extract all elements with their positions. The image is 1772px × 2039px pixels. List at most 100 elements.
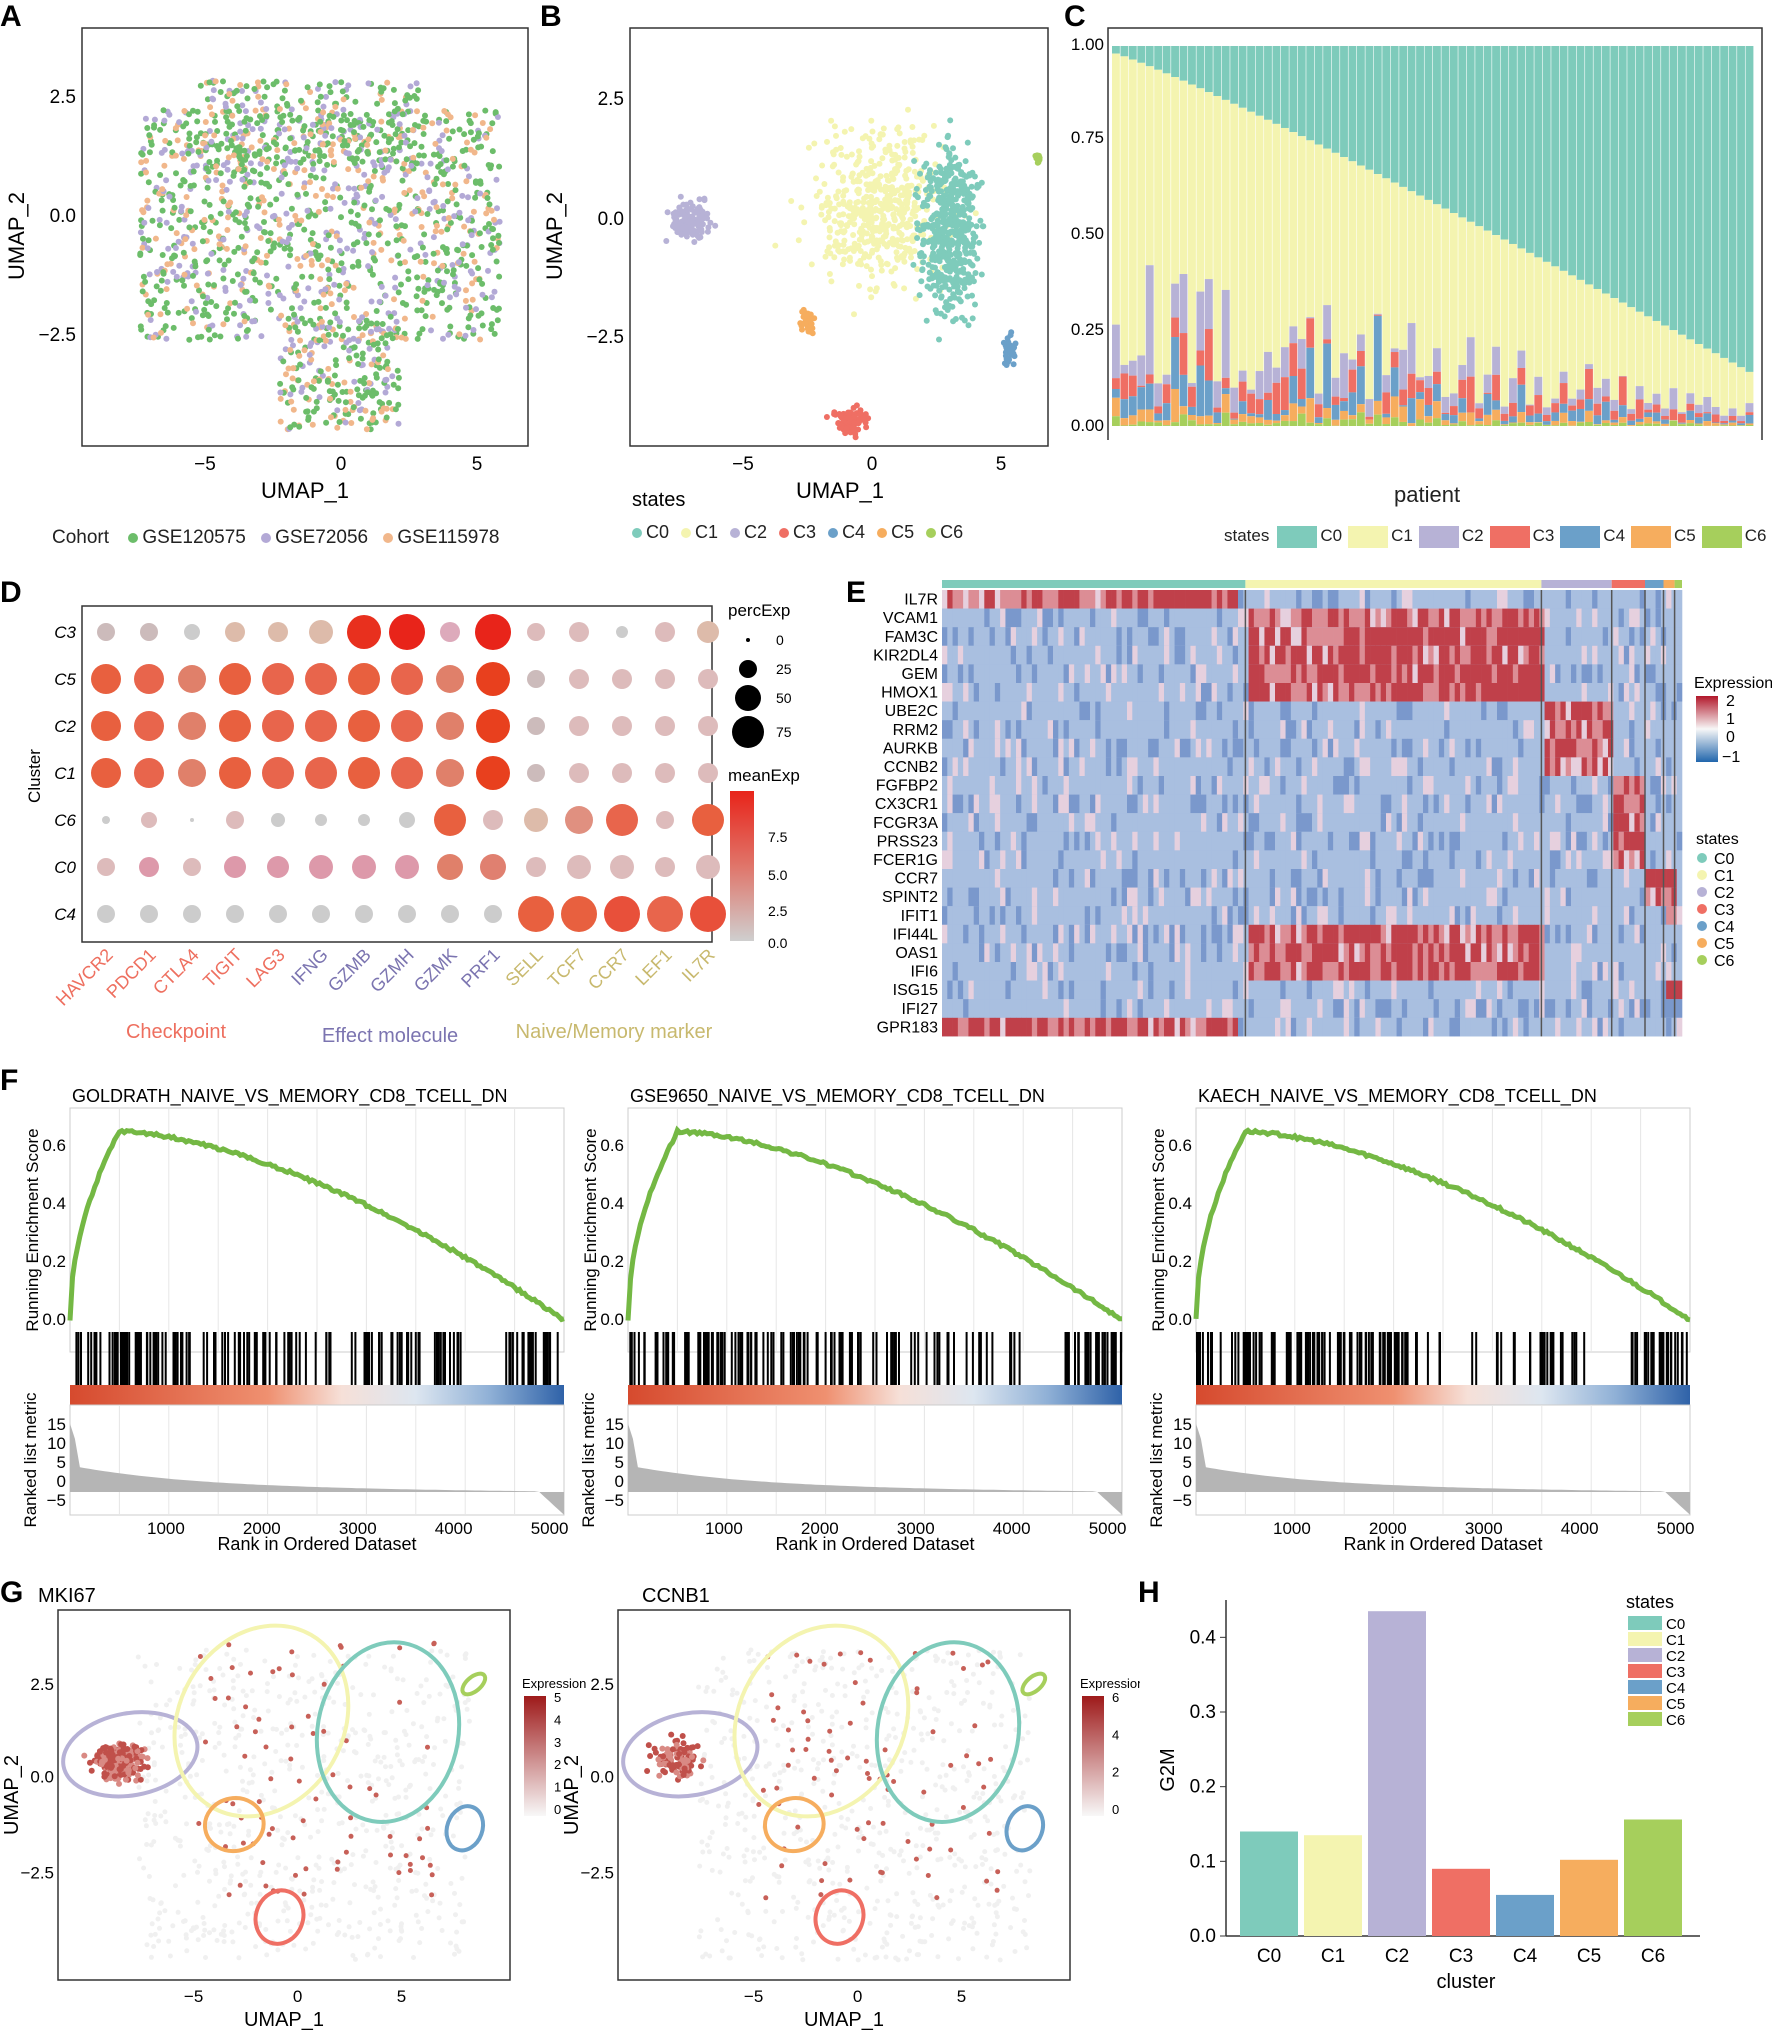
umap-point <box>186 136 192 142</box>
stacked-bar-segment <box>1137 410 1145 422</box>
heat-cell <box>1058 590 1064 609</box>
umap-point <box>207 229 213 235</box>
umap-point <box>287 246 293 252</box>
heat-cell <box>1106 609 1112 628</box>
stacked-bar-segment <box>1492 347 1500 375</box>
umap-point <box>382 156 388 162</box>
heat-cell <box>1634 720 1640 739</box>
dot-C6-TIGIT <box>226 811 244 829</box>
umap-point <box>194 283 200 289</box>
heat-cell <box>1175 590 1181 609</box>
heat-cell <box>1492 739 1498 758</box>
heat-cell <box>1254 739 1260 758</box>
stacked-bar-segment <box>1610 46 1618 298</box>
umap-point <box>213 163 219 169</box>
panel-a-yticks: 2.5 0.0 −2.5 <box>38 87 76 346</box>
stacked-bar-segment <box>1712 423 1720 425</box>
heat-cell <box>1634 590 1640 609</box>
heat-cell <box>1095 646 1101 665</box>
heat-cell <box>1677 646 1683 665</box>
heat-cell <box>1455 739 1461 758</box>
umap-point <box>259 194 265 200</box>
stacked-bar-segment <box>1560 404 1568 413</box>
umap-point <box>239 102 245 108</box>
stacked-bar-segment <box>1729 421 1737 423</box>
heat-cell <box>995 646 1001 665</box>
umap-point <box>927 193 933 199</box>
heat-cell <box>1555 702 1561 721</box>
stacked-bar-segment <box>1222 378 1230 388</box>
umap-point <box>948 229 954 235</box>
umap-point <box>452 284 458 290</box>
heat-cell <box>947 646 953 665</box>
umap-point <box>838 413 844 419</box>
umap-point <box>384 168 390 174</box>
umap-point <box>321 292 327 298</box>
umap-point <box>325 366 331 372</box>
umap-point <box>470 297 476 303</box>
stacked-bar-segment <box>1382 46 1390 178</box>
heat-cell <box>1444 683 1450 702</box>
heat-cell <box>1381 609 1387 628</box>
heat-cell <box>995 664 1001 683</box>
legend-swatch <box>1490 526 1530 548</box>
heat-cell <box>1286 646 1292 665</box>
stacked-bar-segment <box>1602 423 1610 426</box>
heat-cell <box>1259 739 1265 758</box>
heat-cell <box>1085 664 1091 683</box>
heat-cell <box>1434 590 1440 609</box>
size-legend-dot <box>732 716 764 748</box>
heat-cell <box>1180 720 1186 739</box>
umap-point <box>298 218 304 224</box>
umap-point <box>301 156 307 162</box>
umap-point <box>152 117 158 123</box>
umap-point <box>148 317 154 323</box>
heat-cell <box>1201 646 1207 665</box>
stacked-bar-segment <box>1703 349 1711 397</box>
umap-point <box>383 206 389 212</box>
stacked-bar-segment <box>1678 335 1686 412</box>
heat-cell <box>1471 720 1477 739</box>
dot-C0-LAG3 <box>267 856 289 878</box>
heat-cell <box>1159 683 1165 702</box>
umap-point <box>309 384 315 390</box>
heat-cell <box>1317 609 1323 628</box>
heat-cell <box>1011 590 1017 609</box>
umap-point <box>688 218 694 224</box>
umap-point <box>334 407 340 413</box>
heat-cell <box>1143 590 1149 609</box>
heat-cell <box>979 627 985 646</box>
heat-cell <box>1217 609 1223 628</box>
umap-point <box>388 157 394 163</box>
heat-cell <box>1317 739 1323 758</box>
heat-cell <box>974 702 980 721</box>
umap-point <box>336 267 342 273</box>
umap-point <box>366 80 372 86</box>
umap-point <box>855 199 861 205</box>
heat-cell <box>1079 627 1085 646</box>
umap-point <box>255 94 261 100</box>
umap-point <box>832 243 838 249</box>
heat-cell <box>1344 609 1350 628</box>
heat-cell <box>1423 683 1429 702</box>
heat-cell <box>1264 664 1270 683</box>
heat-cell <box>1217 646 1223 665</box>
heat-cell <box>1428 590 1434 609</box>
umap-point <box>428 161 434 167</box>
stacked-bar-segment <box>1196 351 1204 366</box>
dot-C1-PRF1 <box>476 756 510 790</box>
heat-cell <box>1502 683 1508 702</box>
umap-point <box>434 176 440 182</box>
heat-cell <box>1159 739 1165 758</box>
heat-cell <box>1629 627 1635 646</box>
umap-point <box>284 239 290 245</box>
heat-cell <box>1016 609 1022 628</box>
heat-cell <box>1190 627 1196 646</box>
heat-cell <box>947 720 953 739</box>
stacked-bar-segment <box>1492 235 1500 347</box>
umap-point <box>402 133 408 139</box>
umap-point <box>894 126 900 132</box>
stacked-bar-segment <box>1484 425 1492 426</box>
stacked-bar-segment <box>1146 409 1154 422</box>
legend-swatch <box>1631 526 1671 548</box>
